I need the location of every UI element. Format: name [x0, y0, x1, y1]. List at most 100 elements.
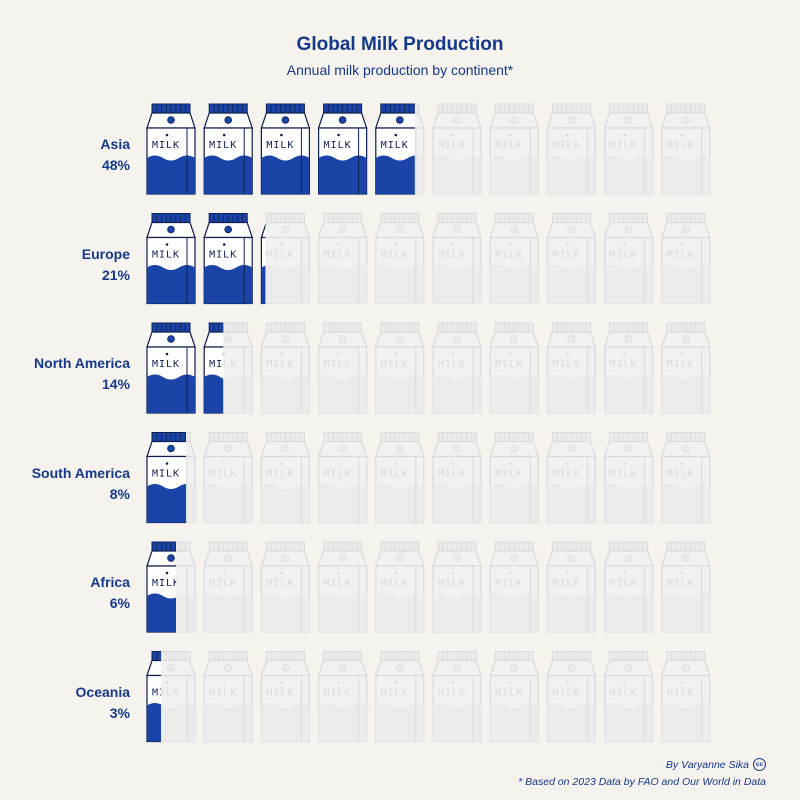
milk-carton-icon: MILK — [146, 432, 186, 524]
milk-carton-ghost: MILK — [317, 213, 368, 305]
svg-text:MILK: MILK — [667, 250, 695, 261]
credit: By Varyanne Sika cc — [666, 758, 766, 771]
svg-text:MILK: MILK — [152, 578, 180, 589]
milk-carton-ghost: MILK — [546, 322, 597, 414]
milk-carton-ghost: MILK — [432, 322, 482, 414]
filled-cartons: MILK MILK MILK MILK MILK — [146, 103, 415, 195]
milk-carton-ghost: MILK — [260, 322, 311, 414]
milk-carton-ghost: MILK — [660, 322, 711, 414]
row-label-oceania: Oceania 3% — [0, 682, 130, 724]
milk-carton-ghost: MILK — [603, 541, 654, 633]
milk-carton-ghost: MILK — [660, 541, 711, 633]
filled-cartons: MILK — [146, 541, 180, 633]
svg-text:MILK: MILK — [667, 578, 695, 589]
milk-carton-icon: MILK — [146, 541, 180, 633]
credit-text: By Varyanne Sika — [665, 758, 749, 771]
milk-carton-icon: MILK — [146, 322, 196, 414]
milk-carton-ghost: MILK — [374, 213, 425, 305]
svg-text:MILK: MILK — [266, 250, 294, 261]
category-label: Asia — [100, 136, 130, 152]
milk-carton-ghost: MILK — [546, 103, 597, 195]
row-label-africa: Africa 6% — [0, 572, 130, 614]
milk-carton-ghost: MILK — [660, 651, 711, 743]
svg-text:MILK: MILK — [152, 140, 180, 151]
category-label: Europe — [81, 245, 130, 262]
filled-cartons: MILK — [146, 432, 186, 524]
milk-carton-ghost: MILK — [203, 432, 254, 524]
milk-carton-ghost: MILK — [260, 541, 311, 633]
row-label-south-america: South America 8% — [0, 463, 130, 505]
svg-text:MILK: MILK — [552, 469, 580, 480]
svg-text:MILK: MILK — [209, 469, 237, 480]
svg-text:MILK: MILK — [667, 688, 695, 699]
milk-carton-ghost: MILK — [660, 103, 711, 195]
svg-text:MILK: MILK — [495, 578, 523, 589]
milk-carton-ghost: MILK — [489, 541, 540, 633]
svg-text:MILK: MILK — [209, 250, 237, 261]
chart-subtitle: Annual milk production by continent* — [286, 62, 514, 78]
svg-text:MILK: MILK — [324, 578, 352, 589]
milk-carton-ghost: MILK — [603, 322, 654, 414]
svg-text:MILK: MILK — [324, 140, 352, 151]
svg-text:MILK: MILK — [610, 578, 638, 589]
svg-text:MILK: MILK — [266, 469, 294, 480]
milk-carton-ghost: MILK — [432, 103, 482, 195]
filled-cartons: MILK MILK — [146, 322, 224, 414]
filled-cartons: MILK MILK MILK — [146, 213, 266, 305]
milk-carton-ghost: MILK — [432, 213, 482, 305]
row-label-north-america: North America 14% — [0, 353, 130, 395]
svg-text:MILK: MILK — [381, 140, 409, 151]
svg-text:MILK: MILK — [495, 140, 523, 151]
milk-carton-ghost: MILK — [317, 322, 368, 414]
svg-text:MILK: MILK — [152, 250, 180, 261]
source-note: * Based on 2023 Data by FAO and Our Worl… — [518, 776, 766, 788]
svg-text:MILK: MILK — [266, 140, 294, 151]
milk-carton-icon: MILK — [317, 103, 368, 195]
value-label: 14% — [101, 376, 130, 392]
svg-text:MILK: MILK — [438, 140, 466, 151]
milk-carton-ghost: MILK — [203, 541, 254, 633]
milk-carton-icon: MILK — [203, 213, 254, 305]
category-label: Africa — [90, 574, 130, 590]
milk-carton-ghost: MILK — [546, 651, 597, 743]
svg-text:MILK: MILK — [438, 250, 466, 261]
svg-text:MILK: MILK — [152, 469, 180, 480]
milk-carton-ghost: MILK — [317, 541, 368, 633]
creative-commons-icon: cc — [753, 758, 766, 771]
svg-text:MILK: MILK — [495, 688, 523, 699]
milk-carton-ghost: MILK — [603, 213, 654, 305]
svg-text:MILK: MILK — [610, 140, 638, 151]
filled-cartons: MILK — [146, 651, 161, 743]
milk-carton-ghost: MILK — [317, 651, 368, 743]
svg-text:MILK: MILK — [381, 250, 409, 261]
svg-text:MILK: MILK — [266, 359, 294, 370]
milk-carton-ghost: MILK — [489, 213, 540, 305]
milk-carton-ghost: MILK — [603, 432, 654, 524]
category-label: Oceania — [75, 683, 130, 700]
milk-carton-ghost: MILK — [203, 651, 254, 743]
svg-text:MILK: MILK — [667, 359, 695, 370]
svg-text:MILK: MILK — [324, 250, 352, 261]
svg-text:MILK: MILK — [495, 250, 523, 261]
svg-text:MILK: MILK — [552, 578, 580, 589]
milk-carton-ghost: MILK — [603, 651, 654, 743]
svg-text:MILK: MILK — [209, 140, 237, 151]
svg-text:MILK: MILK — [552, 140, 580, 151]
svg-text:MILK: MILK — [381, 688, 409, 699]
value-label: 3% — [109, 704, 130, 721]
svg-text:MILK: MILK — [667, 140, 695, 151]
milk-carton-ghost: MILK — [260, 651, 311, 743]
svg-text:MILK: MILK — [552, 250, 580, 261]
svg-text:MILK: MILK — [209, 688, 237, 699]
svg-text:MILK: MILK — [324, 469, 352, 480]
icon-row-africa: MILK MILK MILK MILK MILK MILK MILK MILK MILK MILK… — [146, 541, 711, 633]
svg-text:MILK: MILK — [152, 359, 180, 370]
svg-text:MILK: MILK — [552, 359, 580, 370]
svg-text:MILK: MILK — [495, 359, 523, 370]
svg-text:MILK: MILK — [152, 688, 180, 699]
svg-text:MILK: MILK — [381, 359, 409, 370]
milk-carton-ghost: MILK — [489, 103, 540, 195]
